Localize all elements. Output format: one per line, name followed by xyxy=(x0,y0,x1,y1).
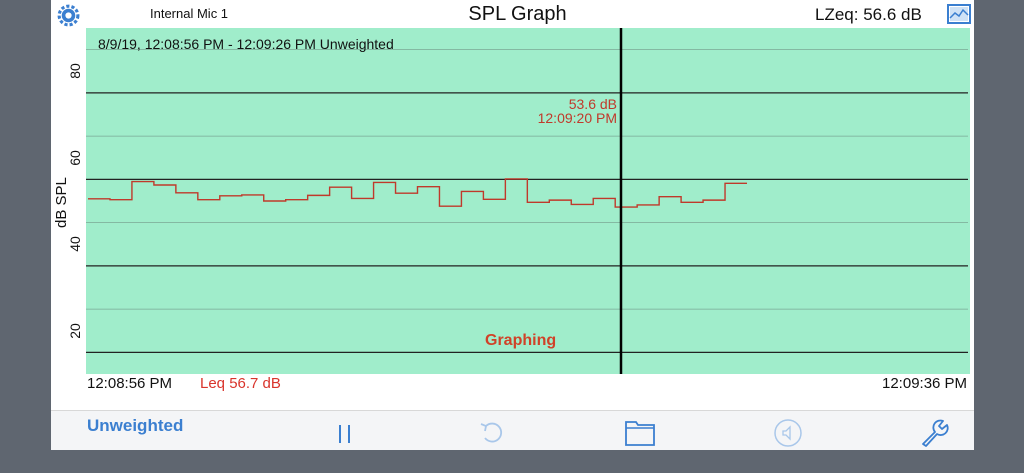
cursor-value: 53.6 dB xyxy=(568,96,617,112)
app-window: Internal Mic 1 SPL Graph LZeq: 56.6 dB d… xyxy=(51,0,974,450)
input-source-label[interactable]: Internal Mic 1 xyxy=(150,6,229,21)
leq-readout: Leq 56.7 dB xyxy=(200,375,281,392)
x-time-end: 12:09:36 PM xyxy=(882,375,968,392)
lzeq-readout: LZeq: 56.6 dB xyxy=(815,5,922,24)
cursor-time: 12:09:20 PM xyxy=(537,110,617,126)
y-tick-60: 60 xyxy=(67,150,83,166)
y-tick-20: 20 xyxy=(67,323,83,339)
header-bar: Internal Mic 1 SPL Graph LZeq: 56.6 dB xyxy=(51,0,974,28)
graph-view-icon[interactable] xyxy=(947,4,971,24)
plot-svg xyxy=(86,28,968,374)
weighting-button[interactable]: Unweighted xyxy=(87,416,184,435)
y-axis-title: dB SPL xyxy=(53,177,70,228)
undo-icon[interactable] xyxy=(476,417,508,447)
bottom-toolbar: Unweighted xyxy=(51,410,974,450)
y-tick-40: 40 xyxy=(67,236,83,252)
wrench-icon[interactable] xyxy=(919,417,951,447)
spl-trace xyxy=(88,178,747,208)
time-range-label: 8/9/19, 12:08:56 PM - 12:09:26 PM Unweig… xyxy=(98,36,394,52)
speaker-icon[interactable] xyxy=(772,417,804,447)
x-time-start: 12:08:56 PM xyxy=(87,375,173,392)
grid-layer xyxy=(86,49,968,353)
y-tick-80: 80 xyxy=(67,63,83,79)
page-title: SPL Graph xyxy=(468,3,567,25)
spl-graph[interactable]: dB SPL 80 60 40 20 8/9/19, 12:08:56 PM -… xyxy=(51,28,974,411)
pause-icon[interactable] xyxy=(328,417,360,447)
folder-icon[interactable] xyxy=(624,417,656,447)
gear-icon[interactable] xyxy=(56,3,81,28)
graphing-status: Graphing xyxy=(485,332,557,349)
